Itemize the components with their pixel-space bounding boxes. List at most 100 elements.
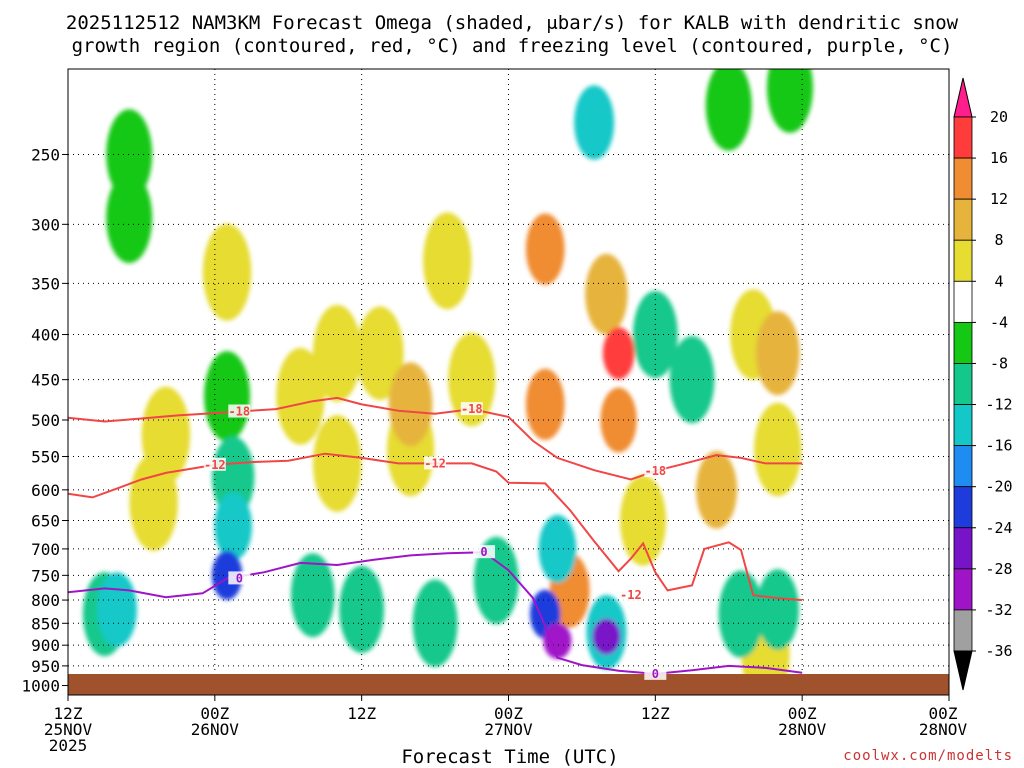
colorbar-label: -4 [990, 313, 1008, 331]
dgz-minus12-contour [68, 452, 803, 602]
freezing-label: 0 [236, 571, 243, 585]
colorbar-segment [953, 404, 973, 447]
dgz-minus12-label-bg [424, 456, 447, 470]
y-tick-label: 500 [31, 411, 60, 430]
colorbar-label: 8 [994, 231, 1003, 249]
colorbar-label: -28 [985, 560, 1012, 578]
dgz-minus12-label: -12 [204, 458, 226, 472]
colorbar-label: 20 [990, 108, 1008, 126]
y-tick-label: 700 [31, 540, 60, 559]
dgz-minus12-label-bg [619, 588, 642, 602]
y-tick-label: 400 [31, 326, 60, 345]
dgz-minus12-label: -12 [620, 588, 642, 602]
omega-cell [592, 618, 621, 655]
omega-cell [204, 351, 251, 442]
dgz-minus18-label-bg [228, 404, 251, 418]
x-tick-label: 00Z [929, 704, 958, 723]
omega-cell [214, 492, 252, 561]
omega-cell [538, 514, 577, 583]
omega-cell [211, 550, 243, 600]
omega-cell [412, 579, 458, 667]
x-tick-label: 00Z [494, 704, 523, 723]
colorbar-top-triangle [953, 77, 973, 118]
colorbar-segment [953, 609, 973, 652]
colorbar-label: 12 [990, 190, 1008, 208]
colorbar-segment [953, 198, 973, 241]
colorbar-bottom-triangle [953, 650, 973, 691]
omega-cell [755, 311, 800, 396]
colorbar-segment [953, 445, 973, 488]
omega-cell [448, 332, 496, 427]
omega-cell [202, 223, 252, 321]
dgz-minus12-label: -12 [424, 456, 446, 470]
colorbar-segment [953, 280, 973, 323]
omega-cell [312, 304, 362, 402]
dgz-minus18-label-bg [460, 402, 483, 416]
omega-cell [525, 368, 565, 440]
x-tick-label: 28NOV [778, 720, 827, 739]
colorbar-label: -32 [985, 601, 1012, 619]
omega-cell [543, 622, 572, 659]
omega-cell [705, 69, 752, 151]
freezing-label: 0 [480, 545, 487, 559]
colorbar-segment [953, 527, 973, 570]
y-tick-label: 550 [31, 448, 60, 467]
x-axis-label: Forecast Time (UTC) [401, 746, 618, 768]
omega-cell [669, 336, 715, 424]
credit-text: coolwx.com/modelts [843, 748, 1013, 764]
omega-cell [106, 109, 153, 200]
omega-cell [312, 415, 362, 512]
chart-title-line2: growth region (contoured, red, °C) and f… [72, 35, 953, 57]
colorbar: 20 16 12 8 4 -4 -8 -12 -16 -20 -24 -28 -32 -36 [953, 77, 1013, 691]
x-tick-label: 27NOV [484, 720, 533, 739]
freezing-label-bg [473, 545, 496, 559]
x-tick-label: 2025 [49, 736, 88, 755]
y-tick-label: 250 [31, 145, 60, 164]
omega-cell [388, 362, 433, 447]
colorbar-label: -24 [985, 519, 1012, 537]
y-tick-label: 850 [31, 614, 60, 633]
dgz-minus18-contour [68, 396, 803, 481]
omega-cell [525, 213, 565, 285]
omega-shading [82, 69, 813, 695]
colorbar-segment [953, 363, 973, 405]
dgz-minus12-label-bg [203, 457, 226, 471]
omega-cell [754, 402, 802, 497]
y-tick-label: 1000 [21, 677, 60, 696]
dgz-minus18-label: -18 [228, 404, 250, 418]
omega-cell [585, 253, 628, 335]
y-tick-label: 300 [31, 215, 60, 234]
y-tick-label: 900 [31, 636, 60, 655]
y-tick-label: 800 [31, 591, 60, 610]
plot-area: -18 -18 -18 -12 -12 -12 0 0 0 [68, 69, 949, 695]
y-tick-label: 650 [31, 512, 60, 531]
colorbar-label: -36 [985, 642, 1012, 660]
x-tick-label: 25NOV [44, 720, 93, 739]
omega-cell [106, 172, 153, 264]
y-tick-label: 950 [31, 657, 60, 676]
colorbar-label: -16 [985, 437, 1012, 455]
omega-cell [766, 69, 813, 133]
colorbar-label: 4 [994, 272, 1003, 290]
colorbar-label: -8 [990, 354, 1008, 372]
y-tick-label: 600 [31, 481, 60, 500]
y-axis-pressure: 250 300 350 400 450 500 550 600 650 700 750 800 850 9… [21, 145, 68, 696]
omega-cell [356, 306, 404, 401]
dgz-minus18-label: -18 [461, 402, 483, 416]
dgz-minus18-label-bg [644, 463, 667, 477]
x-tick-label: 12Z [641, 704, 670, 723]
colorbar-segment [953, 157, 973, 200]
y-tick-label: 750 [31, 566, 60, 585]
omega-cell [695, 451, 738, 529]
colorbar-segment [953, 116, 973, 159]
contours: -18 -18 -18 -12 -12 -12 0 0 0 [68, 396, 803, 681]
omega-cell [602, 327, 635, 380]
x-tick-label: 12Z [54, 704, 83, 723]
omega-cell [473, 536, 519, 625]
y-tick-label: 350 [31, 274, 60, 293]
y-tick-label: 450 [31, 371, 60, 390]
omega-cell [423, 212, 472, 310]
colorbar-segment [953, 486, 973, 529]
